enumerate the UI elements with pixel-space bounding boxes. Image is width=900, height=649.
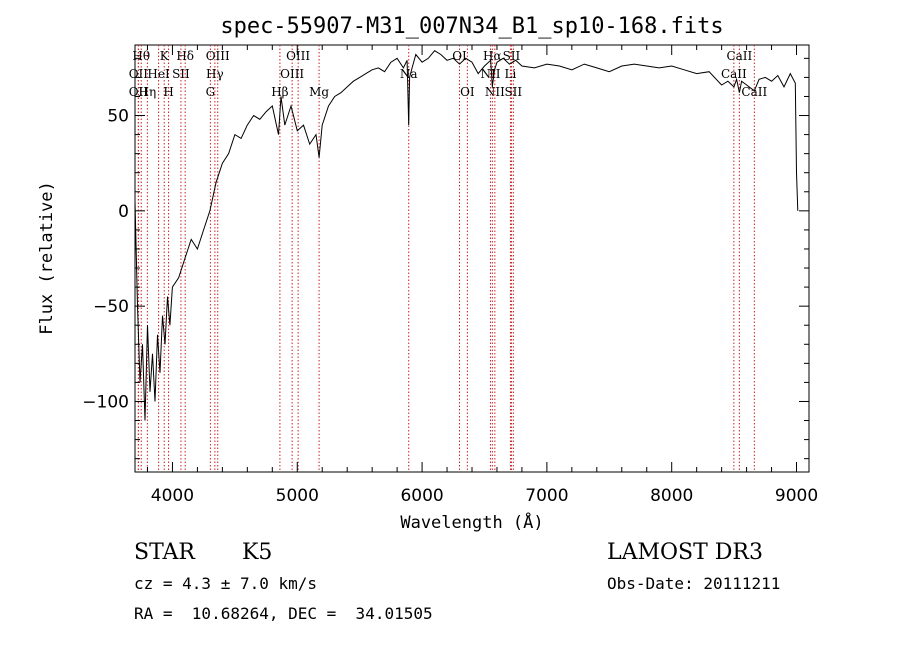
line-label: Hα [483, 49, 502, 63]
redshift-cz: cz = 4.3 ± 7.0 km/s [134, 574, 318, 593]
line-label: OI [452, 49, 467, 63]
line-label: OIII [280, 67, 304, 81]
y-axis: −100 −50 0 50 [82, 57, 809, 460]
x-tick-label: 4000 [151, 486, 194, 506]
line-label: OII [129, 67, 149, 81]
coordinates: RA = 10.68264, DEC = 34.01505 [134, 604, 433, 623]
y-tick-label: 0 [118, 202, 129, 222]
spectral-line-labels: HθOIIOIIHηHeIKHSIIHδGHγOIIIHβOIIIOIIIMgN… [129, 49, 768, 99]
y-tick-label: −100 [82, 392, 129, 412]
line-label: NII [480, 67, 500, 81]
line-label: SII [503, 49, 521, 63]
line-label: OI [460, 85, 475, 99]
line-label: OIII [286, 49, 310, 63]
line-label: Hγ [206, 67, 224, 81]
line-label: Hβ [271, 85, 288, 99]
line-label: Li [505, 67, 517, 81]
plot-frame [134, 44, 810, 473]
x-tick-label: 9000 [775, 486, 818, 506]
x-tick-label: 8000 [650, 486, 693, 506]
survey-name: LAMOST DR3 [607, 540, 763, 565]
line-label: NII [485, 85, 505, 99]
line-label: HeI [147, 67, 170, 81]
line-label: OIII [206, 49, 230, 63]
line-label: Hδ [176, 49, 194, 63]
line-label: OII [129, 85, 149, 99]
x-tick-label: 7000 [525, 486, 568, 506]
x-tick-label: 6000 [400, 486, 443, 506]
spectrum-line [134, 50, 799, 421]
obs-date: Obs-Date: 20111211 [607, 574, 781, 593]
object-class: STAR [134, 540, 195, 565]
line-label: CaII [721, 67, 747, 81]
line-label: K [160, 49, 170, 63]
y-tick-label: 50 [107, 107, 129, 127]
line-label: H [163, 85, 173, 99]
line-label: Hθ [132, 49, 150, 63]
spectral-line-markers [137, 45, 755, 472]
line-label: Hη [139, 85, 157, 99]
x-tick-label: 5000 [276, 486, 319, 506]
line-label: SII [504, 85, 522, 99]
x-axis-label: Wavelength (Å) [400, 511, 543, 533]
y-tick-label: −50 [93, 297, 129, 317]
line-label: CaII [726, 49, 752, 63]
chart-title: spec-55907-M31_007N34_B1_sp10-168.fits [220, 14, 723, 39]
line-label: SII [172, 67, 190, 81]
line-label: Na [400, 67, 418, 81]
line-label: Mg [309, 85, 329, 99]
line-label: CaII [741, 85, 767, 99]
x-axis: 4000 5000 6000 7000 8000 9000 [146, 45, 818, 506]
object-subclass: K5 [242, 540, 273, 565]
line-label: G [206, 85, 216, 99]
y-axis-label: Flux (relative) [37, 181, 57, 335]
